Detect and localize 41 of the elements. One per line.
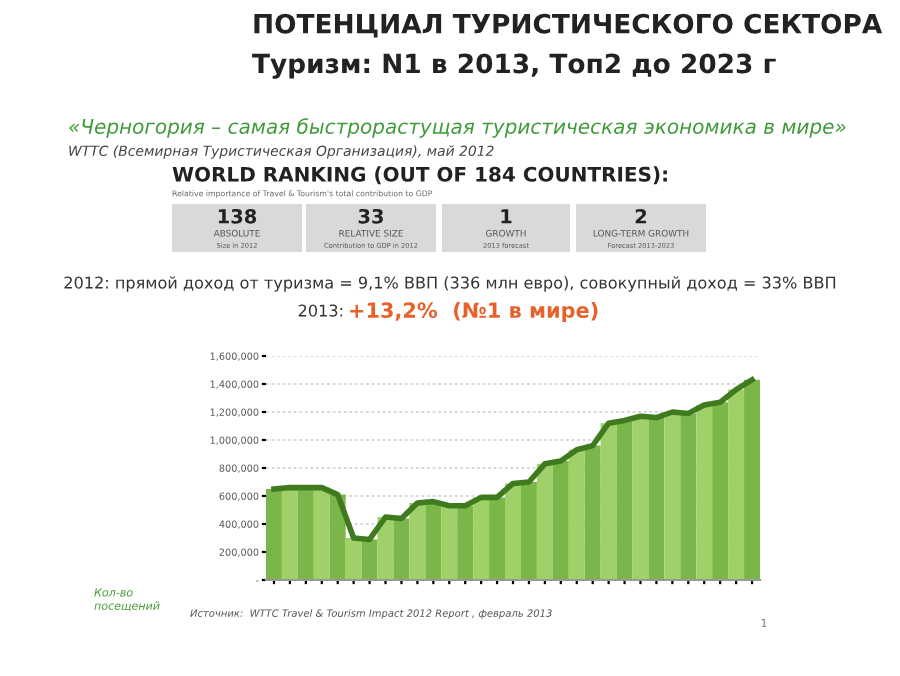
bar	[313, 487, 330, 580]
bar	[584, 445, 601, 580]
bar	[361, 539, 378, 580]
text: «Черногория – самая быстрорастущая туристическая экономика в мире»	[69, 118, 846, 138]
bar	[520, 482, 537, 580]
chart-title: ПОТЕНЦИАЛ ТУРИСТИЧЕСКОГО СЕКТОРА	[254, 13, 883, 38]
chart-subtitle: Туризм: N1 в 2013, Топ2 до 2023 г	[252, 53, 776, 79]
bar	[505, 483, 521, 580]
bar	[536, 463, 553, 580]
bar	[664, 412, 681, 580]
bar	[712, 402, 729, 580]
bar	[393, 518, 410, 580]
bar	[457, 505, 474, 580]
bar	[744, 379, 760, 580]
bar	[345, 538, 362, 580]
bar	[425, 501, 442, 580]
text: 2013:	[298, 304, 343, 317]
text: WORLD RANKING (OUT OF 184 COUNTRIES):	[172, 166, 667, 185]
text: 2012: прямой доход от туризма = 9,1% ВВП (336 млн евро), совокупный доход = 33% ВВП	[64, 276, 836, 292]
text: 1	[501, 209, 512, 224]
line-series	[271, 377, 755, 543]
bar	[281, 487, 298, 580]
bar	[648, 417, 665, 580]
bar	[696, 405, 713, 580]
bar	[489, 497, 506, 580]
bar	[632, 416, 649, 580]
bar	[297, 487, 314, 580]
text: +13,2% (№1 в мире)	[350, 301, 598, 323]
bar	[266, 489, 282, 580]
bar	[728, 389, 745, 580]
text: 138	[218, 208, 257, 224]
bar	[441, 505, 458, 580]
text: 2	[635, 208, 647, 224]
bar	[568, 449, 585, 580]
bar	[473, 497, 490, 580]
bar	[616, 420, 633, 580]
text: 33	[358, 208, 383, 224]
bar	[600, 423, 617, 580]
bar	[552, 461, 569, 580]
bar	[409, 503, 426, 580]
bar	[680, 413, 697, 580]
